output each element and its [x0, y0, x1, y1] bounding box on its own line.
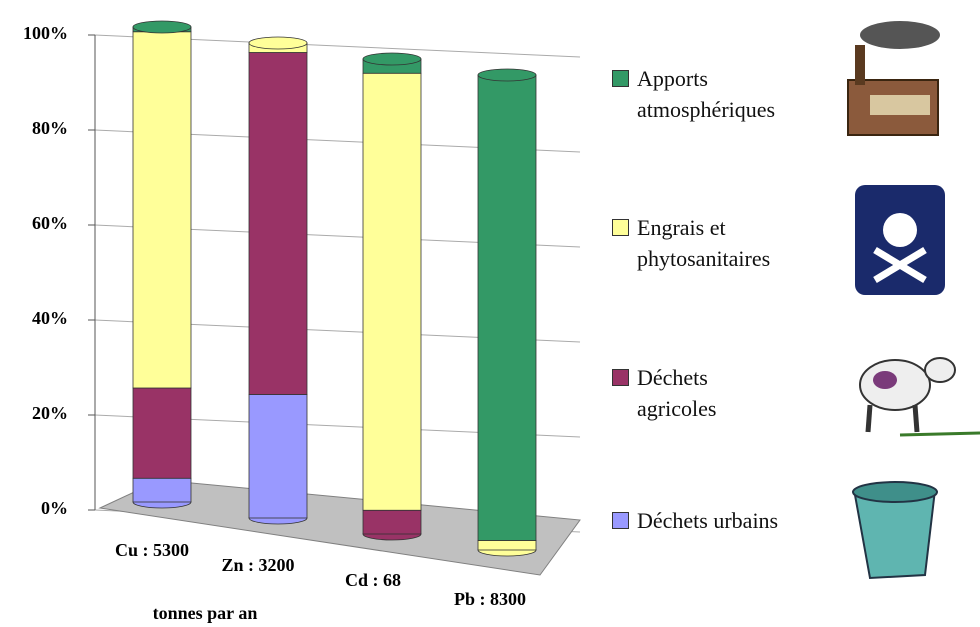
trash-icon [852, 481, 938, 580]
bar-top [362, 52, 422, 66]
legend-label: Déchets agricoles [637, 365, 717, 421]
x-tick-label: Cu : 5300 [115, 540, 189, 560]
legend-item: Engrais et phytosanitaires [612, 212, 812, 274]
legend-label: Apports atmosphériques [637, 66, 776, 122]
stack [132, 20, 192, 509]
legend-label: Déchets urbains [637, 508, 779, 533]
y-tick-label: 60% [32, 213, 68, 233]
bar-segment [132, 387, 192, 479]
legend-item: Déchets urbains [612, 505, 832, 536]
bar-top [477, 68, 537, 82]
stack [248, 36, 308, 525]
legend-label: Engrais et phytosanitaires [637, 215, 771, 271]
bar-segment [248, 52, 308, 395]
x-tick-label: Zn : 3200 [221, 555, 294, 575]
y-tick-label: 0% [41, 498, 68, 518]
legend-swatch [612, 70, 629, 87]
y-tick-label: 40% [32, 308, 68, 328]
bar-top [248, 36, 308, 50]
x-axis-label: tonnes par an [153, 603, 258, 623]
bar-top [132, 20, 192, 34]
x-tick-label: Pb : 8300 [454, 589, 526, 609]
cow-icon [859, 357, 980, 437]
stack [362, 52, 422, 541]
bar-segment [248, 394, 308, 519]
legend-item: Déchets agricoles [612, 362, 782, 424]
bar-segment [132, 31, 192, 389]
factory-icon [847, 21, 940, 136]
y-tick-label: 20% [32, 403, 68, 423]
bar-segment [362, 72, 422, 511]
bar-segment [477, 540, 537, 551]
legend-swatch [612, 512, 629, 529]
bar-segment [477, 74, 537, 541]
stack [477, 68, 537, 557]
legend-swatch [612, 369, 629, 386]
bar-segment [132, 477, 192, 503]
x-tick-label: Cd : 68 [345, 570, 401, 590]
bar-segment [362, 509, 422, 535]
barrel-icon [855, 185, 945, 295]
y-tick-label: 100% [23, 23, 68, 43]
y-tick-label: 80% [32, 118, 68, 138]
legend-item: Apports atmosphériques [612, 63, 802, 125]
legend-swatch [612, 219, 629, 236]
